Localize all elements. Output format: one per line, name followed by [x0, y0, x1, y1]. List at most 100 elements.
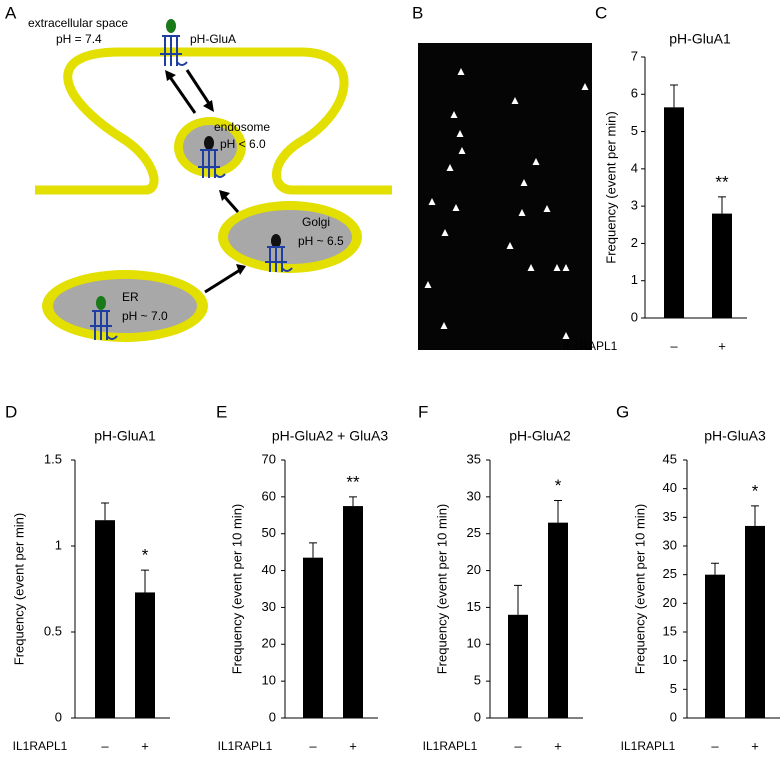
y-tick-label: 50 [262, 525, 276, 540]
panel-label: A [5, 3, 17, 22]
error-bar [349, 496, 357, 507]
fluorophore [96, 296, 106, 310]
y-tick-label: 0 [269, 709, 276, 724]
event-marker [450, 111, 458, 118]
y-tick-label: 15 [467, 599, 481, 614]
panel-label: D [5, 402, 17, 421]
y-tick-label: 60 [262, 488, 276, 503]
event-marker [532, 158, 540, 165]
y-tick-label: 20 [262, 636, 276, 651]
y-tick-label: 0 [474, 709, 481, 724]
bar-chart: pH-GluA1 Frequency (event per min) IL1RAPL… [563, 31, 747, 353]
event-marker [424, 281, 432, 288]
receptor [265, 246, 293, 272]
x-tick-label: + [349, 738, 357, 753]
y-tick-label: 20 [663, 595, 677, 610]
bar [95, 520, 115, 718]
membrane [35, 47, 392, 195]
event-marker [456, 130, 464, 137]
diagram-label: extracellular space [28, 16, 128, 30]
y-tick-label: 0 [55, 709, 62, 724]
y-axis-label: Frequency (event per 10 min) [229, 504, 244, 675]
y-tick-label: 25 [663, 566, 677, 581]
fluorophore [271, 234, 281, 248]
error-bar [554, 500, 562, 523]
event-marker [511, 97, 519, 104]
event-marker [506, 242, 514, 249]
bar-chart: pH-GluA2 + GluA3 Frequency (event per 10 … [218, 428, 389, 754]
arrow [221, 194, 240, 213]
arrowhead [219, 190, 230, 201]
y-tick-label: 0 [670, 709, 677, 724]
x-tick-label: – [670, 338, 678, 353]
event-marker [553, 264, 561, 271]
error-bar [718, 196, 726, 214]
bar-chart: pH-GluA1 Frequency (event per min) IL1RAPL… [11, 428, 170, 753]
bar [664, 107, 684, 318]
group-label: IL1RAPL1 [621, 739, 676, 753]
y-tick-label: 30 [262, 599, 276, 614]
x-tick-label: – [101, 738, 109, 753]
receptor [160, 35, 188, 66]
receptors [90, 35, 293, 340]
significance: ** [715, 172, 729, 191]
error-bar [141, 569, 149, 593]
x-tick-label: + [718, 338, 726, 353]
y-tick-label: 25 [467, 525, 481, 540]
y-tick-label: 70 [262, 451, 276, 466]
x-tick-label: + [751, 738, 759, 753]
diagram: extracellular space pH = 7.4 pH-GluA end… [28, 16, 392, 342]
diagram-label: pH < 6.0 [220, 137, 266, 151]
receptor [90, 310, 118, 340]
fluorophores [96, 19, 176, 310]
y-tick-label: 4 [631, 160, 638, 175]
diagram-label: pH ~ 6.5 [298, 234, 344, 248]
bar [548, 522, 568, 718]
event-marker [428, 198, 436, 205]
error-bar [101, 502, 109, 521]
significance: * [555, 476, 562, 495]
bar [712, 213, 732, 318]
x-tick-label: – [514, 738, 522, 753]
bar [705, 574, 725, 718]
bar-chart: pH-GluA3 Frequency (event per 10 min) IL1R… [621, 428, 780, 753]
diagram-label: pH ~ 7.0 [122, 309, 168, 323]
event-marker [457, 68, 465, 75]
y-axis-label: Frequency (event per 10 min) [434, 504, 449, 675]
bar [303, 557, 323, 718]
y-tick-label: 40 [663, 480, 677, 495]
y-tick-label: 7 [631, 48, 638, 63]
significance: * [752, 481, 759, 500]
event-marker [452, 204, 460, 211]
panel-label: C [595, 3, 607, 22]
micrograph [418, 43, 592, 350]
bar-chart: pH-GluA2 Frequency (event per 10 min) IL1R… [423, 428, 583, 753]
error-bar [514, 584, 522, 615]
event-marker [581, 83, 589, 90]
y-axis-label: Frequency (event per min) [603, 111, 618, 263]
y-tick-label: 40 [262, 562, 276, 577]
error-bar [711, 562, 719, 575]
y-tick-label: 30 [467, 488, 481, 503]
y-tick-label: 35 [467, 451, 481, 466]
significance: * [142, 546, 149, 565]
y-tick-label: 10 [262, 673, 276, 688]
y-tick-label: 0.5 [44, 623, 62, 638]
y-axis-label: Frequency (event per 10 min) [632, 504, 647, 675]
event-marker [543, 205, 551, 212]
y-tick-label: 20 [467, 562, 481, 577]
y-tick-label: 6 [631, 86, 638, 101]
y-tick-label: 10 [467, 636, 481, 651]
chart-title: pH-GluA1 [94, 428, 156, 444]
group-label: IL1RAPL1 [218, 739, 273, 753]
diagram-label: pH-GluA [190, 32, 236, 46]
x-tick-label: – [711, 738, 719, 753]
y-tick-label: 5 [631, 123, 638, 138]
arrows [168, 69, 241, 294]
event-marker [527, 264, 535, 271]
x-tick-label: + [141, 738, 149, 753]
error-bar [751, 505, 759, 526]
y-tick-label: 30 [663, 537, 677, 552]
panel-label: F [418, 402, 428, 421]
